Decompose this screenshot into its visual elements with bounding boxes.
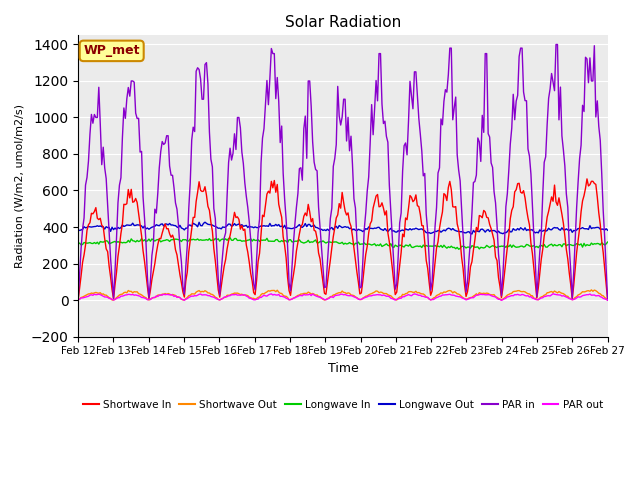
Title: Solar Radiation: Solar Radiation <box>285 15 401 30</box>
Text: WP_met: WP_met <box>83 44 140 58</box>
Longwave Out <box>260 223 268 228</box>
Longwave Out <box>140 225 147 231</box>
PAR out <box>497 298 505 303</box>
PAR out <box>140 295 147 300</box>
Shortwave In <box>574 238 582 243</box>
PAR out <box>232 291 240 297</box>
Line: Shortwave Out: Shortwave Out <box>78 290 607 300</box>
Longwave Out <box>252 224 259 230</box>
PAR in <box>604 297 611 303</box>
PAR out <box>259 294 266 300</box>
PAR out <box>549 291 557 297</box>
PAR in <box>74 297 82 303</box>
Longwave Out <box>201 219 209 225</box>
Line: PAR out: PAR out <box>78 294 607 300</box>
Longwave Out <box>307 224 315 229</box>
PAR out <box>306 291 314 297</box>
Shortwave Out <box>140 293 147 299</box>
Longwave Out <box>74 227 82 233</box>
Shortwave Out <box>74 297 82 303</box>
PAR out <box>250 297 257 303</box>
Longwave Out <box>577 226 585 231</box>
PAR in <box>250 281 257 287</box>
Longwave In <box>234 238 241 243</box>
Shortwave In <box>583 176 591 182</box>
PAR in <box>306 78 314 84</box>
Longwave In <box>604 239 611 245</box>
Shortwave In <box>604 297 611 303</box>
Longwave In <box>140 238 147 244</box>
Longwave Out <box>468 231 476 237</box>
PAR out <box>604 297 611 303</box>
Line: PAR in: PAR in <box>78 45 607 300</box>
Line: Shortwave In: Shortwave In <box>78 179 607 300</box>
Shortwave In <box>250 290 257 296</box>
Longwave In <box>260 237 268 243</box>
PAR in <box>552 42 560 48</box>
Longwave Out <box>604 228 611 233</box>
PAR out <box>74 297 82 302</box>
Y-axis label: Radiation (W/m2, umol/m2/s): Radiation (W/m2, umol/m2/s) <box>15 104 25 268</box>
Shortwave In <box>140 248 147 253</box>
Shortwave Out <box>250 295 257 301</box>
Shortwave In <box>259 212 266 218</box>
Shortwave Out <box>306 290 314 296</box>
Line: Longwave Out: Longwave Out <box>78 222 607 234</box>
Longwave Out <box>234 222 241 228</box>
Longwave In <box>252 238 259 243</box>
Longwave In <box>74 240 82 246</box>
Shortwave In <box>232 215 240 220</box>
PAR out <box>577 294 585 300</box>
Shortwave Out <box>232 290 240 296</box>
PAR in <box>140 194 147 200</box>
PAR in <box>259 135 266 141</box>
X-axis label: Time: Time <box>328 362 358 375</box>
Longwave In <box>455 246 463 252</box>
Longwave In <box>226 235 234 240</box>
Shortwave In <box>74 297 82 303</box>
Legend: Shortwave In, Shortwave Out, Longwave In, Longwave Out, PAR in, PAR out: Shortwave In, Shortwave Out, Longwave In… <box>79 396 607 414</box>
Line: Longwave In: Longwave In <box>78 238 607 249</box>
Shortwave Out <box>574 292 582 298</box>
Shortwave Out <box>588 287 595 293</box>
Shortwave In <box>306 209 314 215</box>
PAR in <box>576 156 584 161</box>
Longwave In <box>307 239 315 245</box>
Shortwave Out <box>604 297 611 303</box>
Longwave In <box>577 241 585 247</box>
PAR in <box>232 146 240 152</box>
Shortwave Out <box>259 290 266 296</box>
